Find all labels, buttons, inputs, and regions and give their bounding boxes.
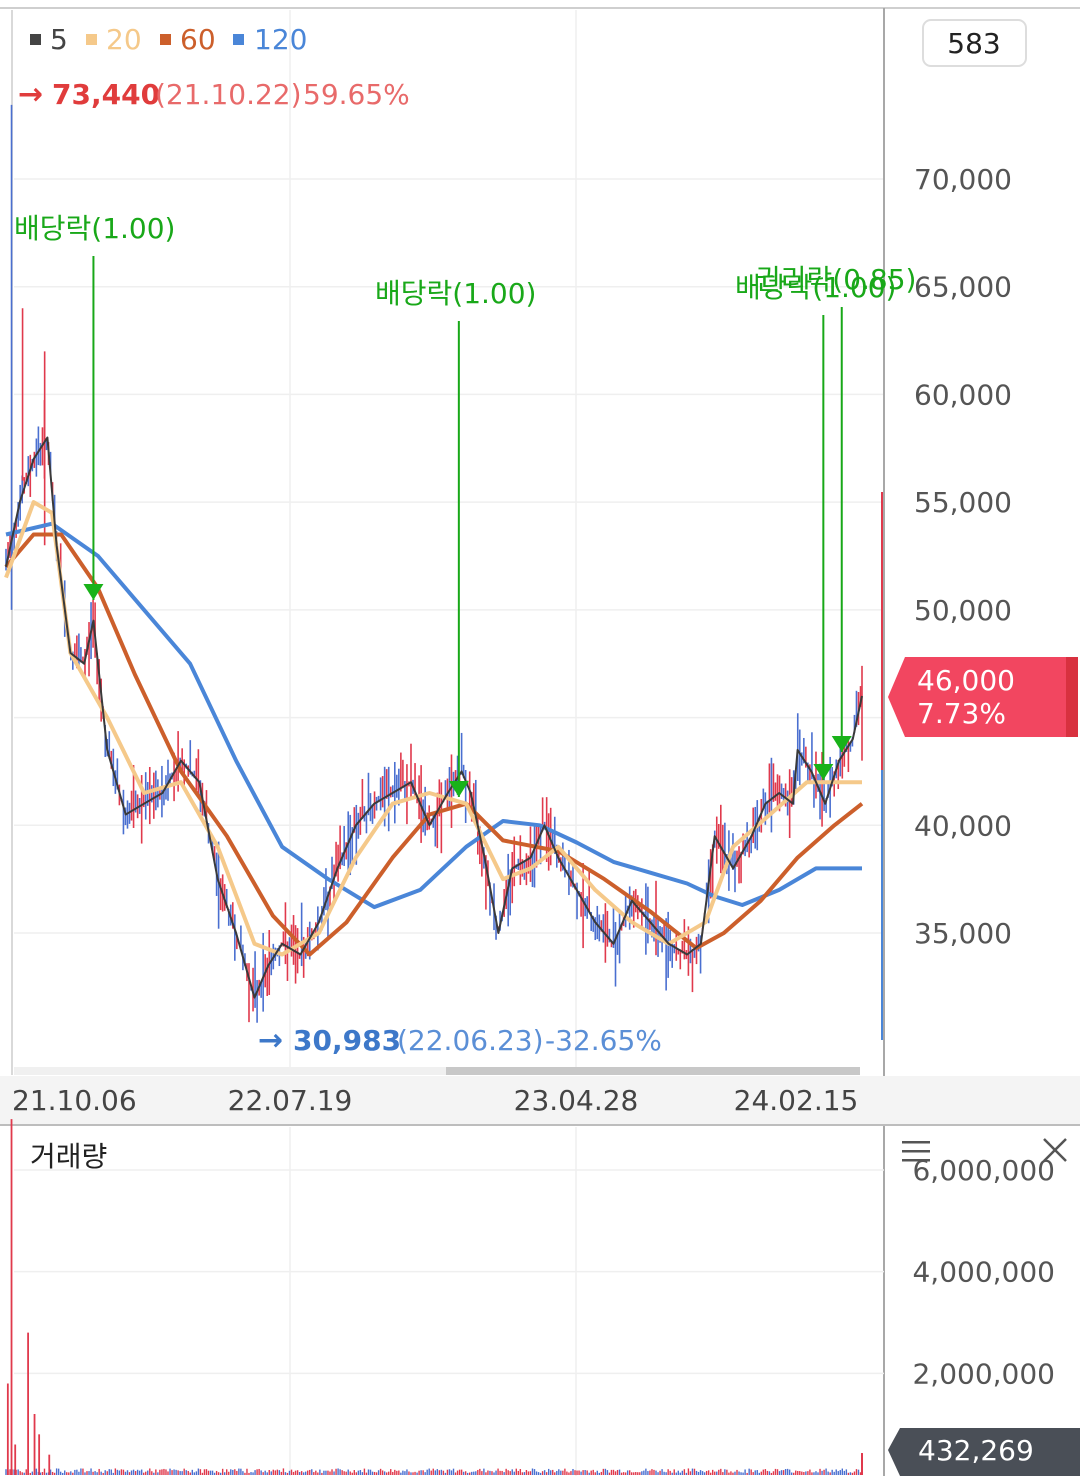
event-label: 배당락(1.00) xyxy=(14,212,175,245)
ma60-label: 60 xyxy=(180,23,216,56)
ma120-swatch xyxy=(233,34,244,45)
ma120-label: 120 xyxy=(254,23,307,56)
price-series-group xyxy=(4,104,864,1023)
menu-icon-bar-1 xyxy=(902,1141,930,1144)
high-marker: → 73,440 (21.10.22) 59.65% xyxy=(18,77,410,112)
volume-last-value: 432,269 xyxy=(918,1434,1034,1467)
current-price-tag: 46,000 7.73% xyxy=(881,492,1078,1040)
volume-panel-title: 거래량 xyxy=(30,1140,107,1173)
scroll-thumb-overlay[interactable] xyxy=(446,1067,860,1075)
price-tick-label: 55,000 xyxy=(914,486,1012,519)
ma20-line xyxy=(4,500,862,957)
x-tick-label: 24.02.15 xyxy=(734,1084,859,1117)
volume-bars xyxy=(5,1119,863,1475)
current-price-pct: 7.73% xyxy=(917,697,1006,730)
price-tick-label: 65,000 xyxy=(914,271,1012,304)
low-marker-date: (22.06.23) xyxy=(397,1024,544,1057)
ma120-line xyxy=(5,521,862,910)
ma20-swatch xyxy=(86,34,97,45)
current-price-badge xyxy=(888,657,1068,737)
price-tick-label: 60,000 xyxy=(914,378,1012,411)
event-label: 배당락(1.00) xyxy=(735,271,896,304)
high-marker-value: 73,440 xyxy=(52,78,160,111)
event-markers-group: 배당락(1.00)배당락(1.00) 배당락(1.00)권리락(0.85) xyxy=(14,212,916,797)
ma5-label: 5 xyxy=(50,23,68,56)
event-arrow-icon xyxy=(448,781,469,797)
price-axis-panel xyxy=(885,0,1080,1476)
high-marker-arrow: → xyxy=(18,77,43,112)
menu-icon-bar-3 xyxy=(902,1159,930,1162)
volume-tick-label: 4,000,000 xyxy=(912,1256,1055,1289)
x-axis-band xyxy=(0,1076,884,1124)
low-marker: → 30,983 (22.06.23) -32.65% xyxy=(258,1023,662,1058)
event-arrow-icon xyxy=(83,584,104,600)
ma20-label: 20 xyxy=(106,23,142,56)
low-marker-pct: -32.65% xyxy=(545,1024,662,1057)
volume-tick-label: 6,000,000 xyxy=(912,1154,1055,1187)
volume-tick-labels: 6,000,000 4,000,000 2,000,000 xyxy=(912,1154,1055,1390)
ma5-swatch xyxy=(30,34,41,45)
x-tick-label: 23.04.28 xyxy=(514,1084,639,1117)
ma-legend: 5 20 60 120 xyxy=(30,23,307,56)
current-price-value: 46,000 xyxy=(917,664,1015,697)
volume-grid xyxy=(14,1127,884,1476)
low-marker-arrow: → xyxy=(258,1023,283,1058)
volume-last-badge xyxy=(888,1428,1080,1476)
price-tick-labels: 70,000 65,000 60,000 55,000 50,000 40,000 35,0… xyxy=(914,163,1012,950)
x-tick-label: 22.07.19 xyxy=(228,1084,353,1117)
ma60-line xyxy=(4,532,864,957)
x-axis-band-right xyxy=(884,1076,1080,1124)
event-arrow-icon xyxy=(831,736,852,752)
price-tick-label: 70,000 xyxy=(914,163,1012,196)
price-tick-label: 40,000 xyxy=(914,809,1012,842)
price-tick-label: 50,000 xyxy=(914,594,1012,627)
price-grid xyxy=(14,10,884,1075)
volume-tick-label: 2,000,000 xyxy=(912,1357,1055,1390)
event-label: 배당락(1.00) xyxy=(375,277,536,310)
close-icon[interactable] xyxy=(1043,1138,1067,1162)
count-badge[interactable] xyxy=(922,19,1027,67)
event-arrow-icon xyxy=(813,764,834,780)
x-tick-label: 21.10.06 xyxy=(12,1084,137,1117)
high-marker-date: (21.10.22) xyxy=(155,78,302,111)
count-badge-value: 583 xyxy=(947,27,1000,60)
current-price-badge-edge xyxy=(1066,657,1078,737)
high-marker-pct: 59.65% xyxy=(303,78,410,111)
scroll-track[interactable] xyxy=(14,1067,860,1075)
volume-menu-icon[interactable] xyxy=(902,1141,930,1162)
menu-icon-bar-2 xyxy=(902,1150,930,1153)
close-icon-stroke-2 xyxy=(1043,1138,1067,1162)
low-marker-value: 30,983 xyxy=(293,1024,401,1057)
ma60-swatch xyxy=(160,34,171,45)
x-tick-labels: 21.10.06 22.07.19 23.04.28 24.02.15 xyxy=(12,1084,858,1117)
price-tick-label: 35,000 xyxy=(914,917,1012,950)
event-label: 권리락(0.85) xyxy=(755,263,916,296)
